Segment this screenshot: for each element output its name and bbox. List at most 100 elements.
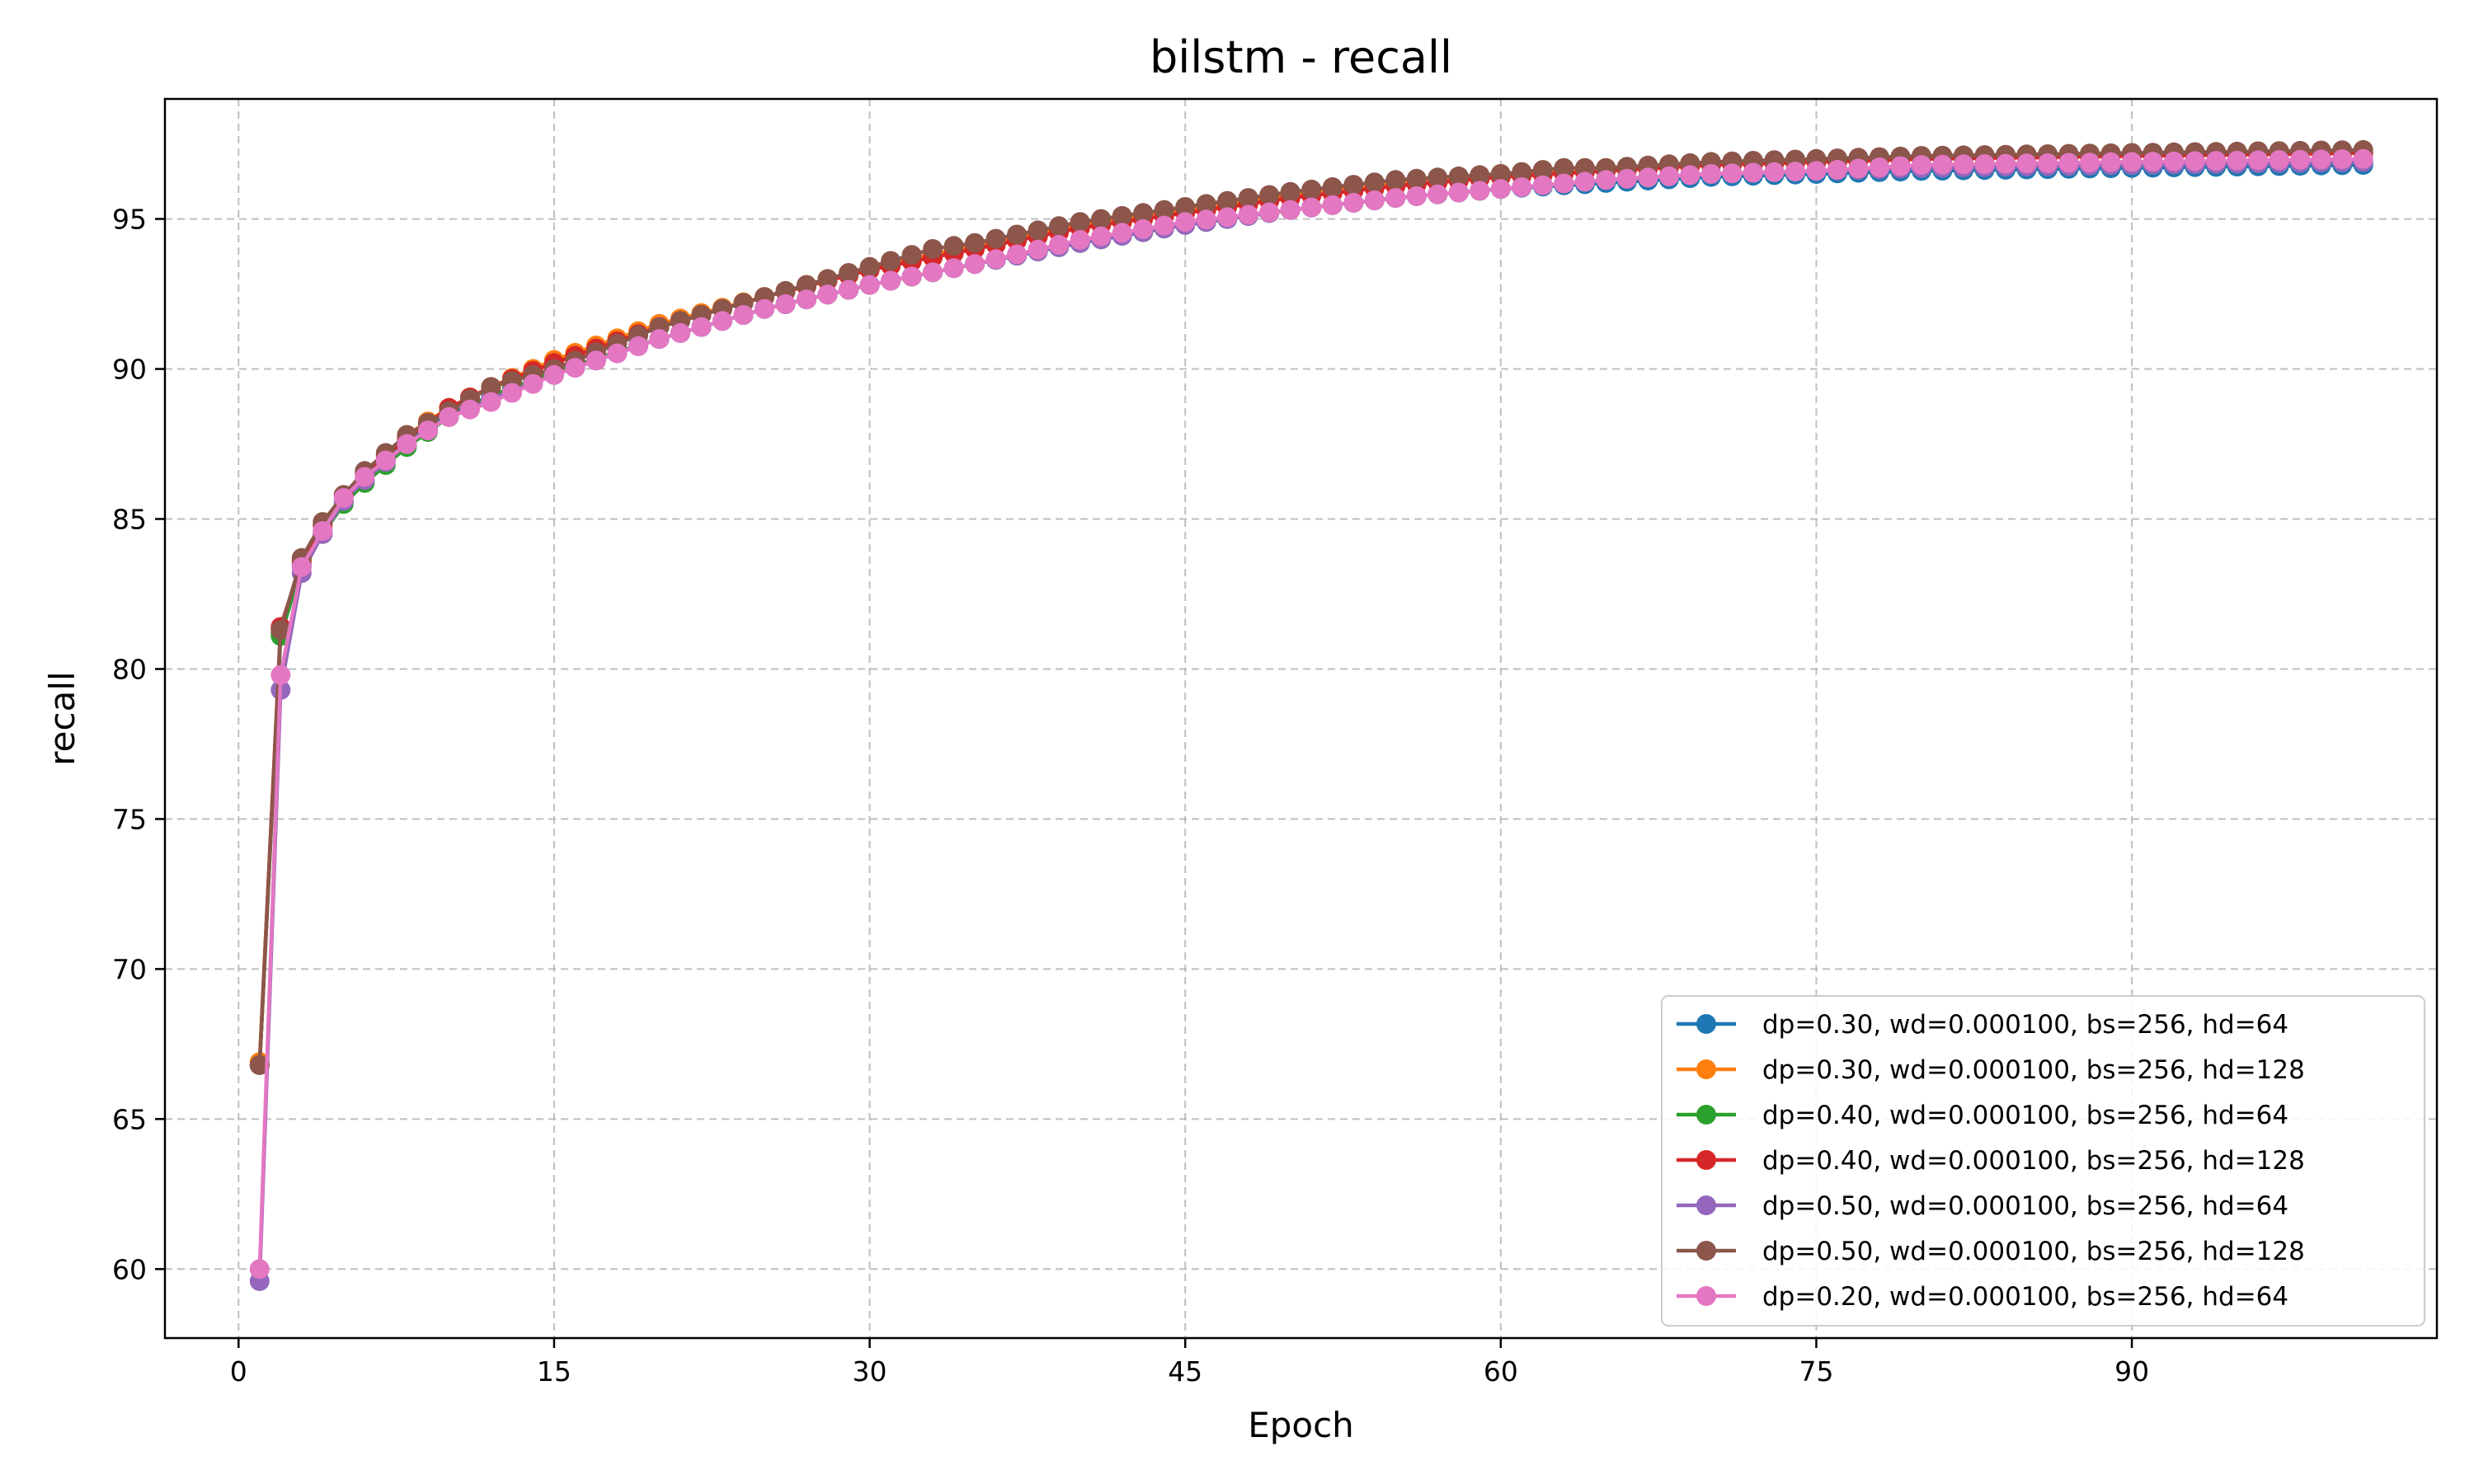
data-point — [375, 450, 396, 471]
data-point — [2269, 150, 2289, 171]
data-point — [2248, 150, 2269, 171]
data-point — [1932, 154, 1953, 175]
data-point — [1175, 212, 1196, 232]
data-point — [797, 289, 816, 310]
data-point — [1259, 202, 1280, 223]
data-point — [2100, 152, 2121, 172]
x-tick-label: 60 — [1484, 1355, 1518, 1388]
data-point — [965, 254, 985, 275]
data-point — [565, 358, 586, 378]
data-point — [291, 556, 312, 577]
data-point — [713, 311, 732, 331]
data-point — [923, 239, 943, 259]
data-point — [543, 364, 564, 385]
y-axis-label: recall — [42, 671, 82, 765]
data-point — [1322, 195, 1343, 215]
data-point — [1301, 179, 1322, 200]
data-point — [1070, 212, 1090, 232]
data-point — [2206, 151, 2227, 171]
data-point — [1658, 166, 1679, 186]
legend-label: dp=0.30, wd=0.000100, bs=256, hd=128 — [1762, 1055, 2305, 1085]
data-point — [1280, 181, 1300, 202]
data-point — [1974, 154, 1995, 174]
data-point — [691, 317, 712, 337]
legend-label: dp=0.20, wd=0.000100, bs=256, hd=64 — [1762, 1282, 2288, 1312]
data-point — [2185, 151, 2205, 171]
data-point — [2164, 151, 2185, 171]
data-point — [1490, 164, 1511, 184]
legend-item: dp=0.40, wd=0.000100, bs=256, hd=64 — [1677, 1101, 2288, 1130]
data-point — [1406, 186, 1427, 206]
data-point — [2332, 149, 2353, 170]
legend-item: dp=0.30, wd=0.000100, bs=256, hd=64 — [1677, 1010, 2288, 1040]
data-point — [1574, 171, 1595, 192]
data-point — [1175, 197, 1196, 217]
legend-marker — [1696, 1150, 1716, 1170]
data-point — [901, 266, 922, 287]
data-point — [943, 236, 964, 256]
data-point — [2353, 148, 2373, 169]
data-point — [839, 263, 859, 284]
data-point — [1448, 182, 1469, 203]
data-point — [1470, 181, 1490, 201]
data-point — [817, 284, 838, 305]
data-point — [1385, 170, 1406, 190]
plot-area-frame — [163, 97, 2439, 1340]
data-point — [1133, 203, 1154, 223]
data-point — [797, 275, 816, 295]
series-lines — [249, 139, 2373, 1291]
data-point — [355, 467, 375, 487]
data-point — [313, 521, 333, 541]
legend-marker — [1696, 1105, 1716, 1125]
data-point — [1007, 224, 1028, 245]
x-tick-label: 45 — [1168, 1355, 1202, 1388]
data-point — [985, 228, 1006, 249]
data-point — [965, 232, 985, 253]
legend-label: dp=0.40, wd=0.000100, bs=256, hd=64 — [1762, 1101, 2288, 1130]
data-point — [1196, 194, 1216, 214]
data-point — [1049, 216, 1070, 237]
data-point — [249, 1054, 270, 1075]
data-point — [1512, 177, 1532, 197]
data-point — [1490, 179, 1511, 200]
data-point — [1448, 166, 1469, 186]
data-point — [1280, 200, 1300, 220]
data-point — [1364, 172, 1385, 193]
axis-ticks: 0 15 30 45 60 75 90 60 65 70 75 80 85 90 95 — [112, 204, 2149, 1388]
data-point — [1406, 168, 1427, 189]
data-point — [1322, 177, 1343, 197]
data-point — [1112, 223, 1132, 243]
data-point — [839, 279, 859, 300]
data-point — [1470, 165, 1490, 186]
data-point — [2058, 153, 2079, 173]
data-point — [943, 258, 964, 279]
data-point — [1596, 170, 1616, 190]
legend-item: dp=0.50, wd=0.000100, bs=256, hd=64 — [1677, 1191, 2288, 1221]
data-point — [2311, 149, 2331, 170]
data-point — [1996, 153, 2016, 174]
legend-label: dp=0.50, wd=0.000100, bs=256, hd=128 — [1762, 1237, 2305, 1266]
y-tick-label: 85 — [112, 503, 147, 535]
data-point — [1007, 244, 1028, 265]
legend-label: dp=0.50, wd=0.000100, bs=256, hd=64 — [1762, 1191, 2288, 1221]
y-tick-label: 75 — [112, 803, 147, 835]
data-point — [2122, 152, 2142, 172]
data-point — [481, 377, 501, 397]
data-point — [1343, 192, 1364, 213]
legend-marker — [1696, 1286, 1716, 1306]
data-point — [1343, 175, 1364, 195]
data-point — [670, 322, 690, 343]
data-point — [1385, 188, 1406, 209]
data-point — [628, 336, 648, 356]
data-point — [1680, 165, 1700, 186]
data-point — [1133, 218, 1154, 239]
data-point — [1259, 185, 1280, 205]
data-point — [1091, 226, 1112, 247]
y-tick-label: 95 — [112, 204, 147, 236]
data-point — [1049, 234, 1070, 255]
data-point — [270, 665, 291, 685]
legend-label: dp=0.40, wd=0.000100, bs=256, hd=128 — [1762, 1146, 2305, 1176]
data-point — [1700, 164, 1721, 184]
data-point — [985, 249, 1006, 270]
legend-item: dp=0.50, wd=0.000100, bs=256, hd=128 — [1677, 1237, 2305, 1266]
